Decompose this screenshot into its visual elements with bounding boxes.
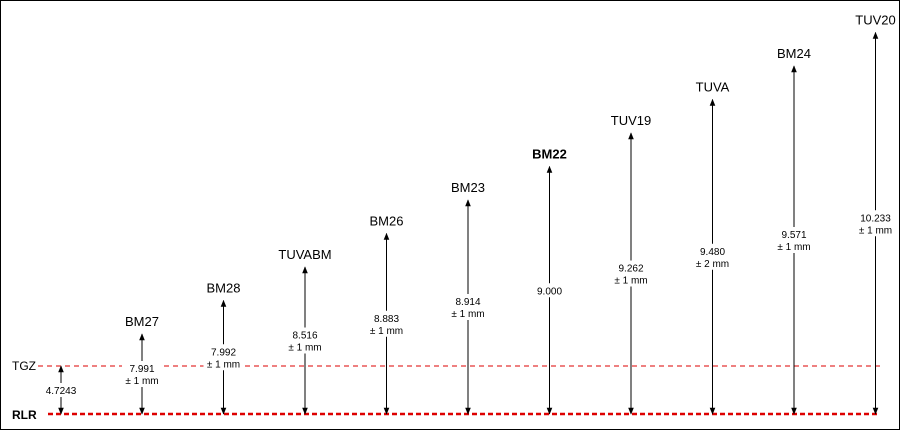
benchmark-tolerance: ± 1 mm xyxy=(451,309,484,320)
benchmark-value: 7.991 xyxy=(129,364,154,375)
benchmark-tolerance: ± 1 mm xyxy=(859,225,892,236)
benchmark-tolerance: ± 1 mm xyxy=(125,376,158,387)
datum-label: RLR xyxy=(12,408,37,422)
benchmark-tolerance: ± 1 mm xyxy=(614,276,647,287)
benchmark-label: TUV20 xyxy=(855,13,895,28)
benchmark-tolerance: ± 1 mm xyxy=(288,343,321,354)
benchmark-label: BM22 xyxy=(532,147,567,162)
benchmark-label: BM27 xyxy=(125,314,159,329)
label-bg xyxy=(448,294,488,320)
label-bg xyxy=(366,310,407,337)
benchmark-value: 9.262 xyxy=(618,264,643,275)
benchmark-value: 9.000 xyxy=(537,286,562,297)
label-bg xyxy=(692,243,733,270)
benchmark-tolerance: ± 1 mm xyxy=(370,326,403,337)
reference-label: TGZ xyxy=(12,359,36,373)
benchmark-label: TUVABM xyxy=(278,247,331,262)
label-bg xyxy=(122,361,162,387)
benchmark-value: 8.914 xyxy=(455,297,480,308)
benchmark-value: 7.992 xyxy=(211,347,236,358)
benchmark-value: 10.233 xyxy=(860,213,891,224)
benchmark-value: 8.883 xyxy=(374,314,399,325)
label-bg xyxy=(855,210,896,237)
benchmark-value: 9.571 xyxy=(781,230,806,241)
label-bg xyxy=(203,344,244,371)
benchmark-label: BM23 xyxy=(451,180,485,195)
label-bg xyxy=(529,283,570,298)
benchmark-value: 8.516 xyxy=(292,331,317,342)
label-bg xyxy=(611,260,651,287)
benchmark-label: BM28 xyxy=(207,281,241,296)
benchmark-label: BM26 xyxy=(370,214,404,229)
benchmark-tolerance: ± 1 mm xyxy=(777,242,810,253)
benchmark-label: TUV19 xyxy=(611,113,651,128)
benchmark-tolerance: ± 1 mm xyxy=(207,359,240,370)
benchmark-value: 9.480 xyxy=(700,247,725,258)
label-bg xyxy=(40,383,82,397)
benchmark-tolerance: ± 2 mm xyxy=(696,259,729,270)
label-bg xyxy=(285,327,325,354)
reference-value: 4.7243 xyxy=(46,386,77,397)
label-bg xyxy=(774,227,814,253)
benchmark-label: TUVA xyxy=(696,80,730,95)
benchmark-label: BM24 xyxy=(777,46,811,61)
